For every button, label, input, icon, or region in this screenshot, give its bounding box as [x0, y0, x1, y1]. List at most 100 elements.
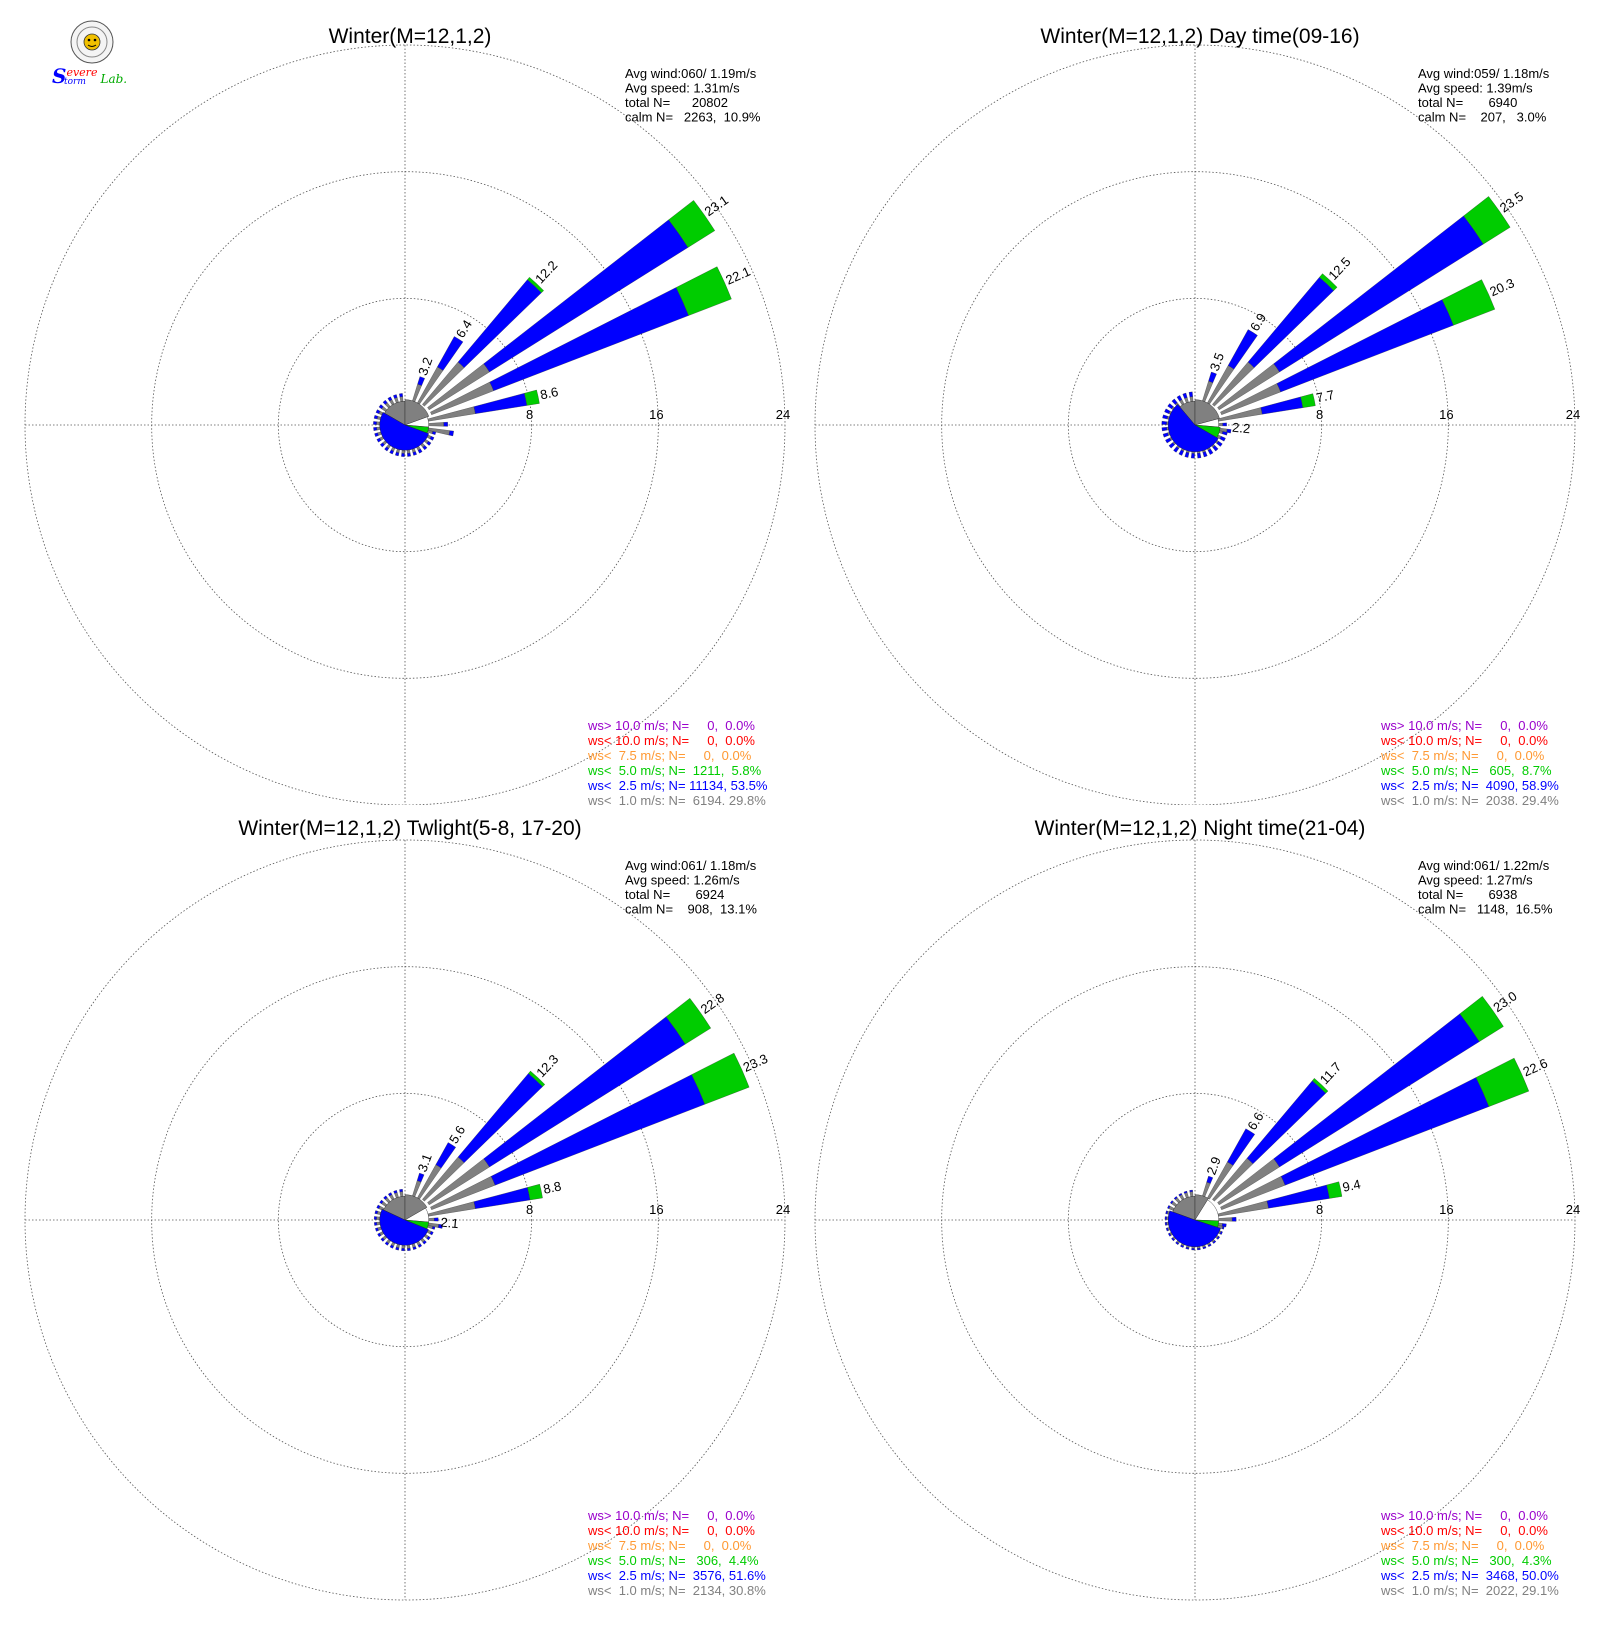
chart-title: Winter(M=12,1,2)	[329, 25, 492, 48]
petal-value-label: 3.5	[1207, 351, 1227, 373]
petal-segment-lt25	[1227, 1128, 1255, 1166]
stats-line: Avg speed: 1.39m/s	[1418, 81, 1533, 96]
petal-segment-lt25	[395, 1246, 400, 1251]
petal-segment-lt25	[389, 449, 394, 455]
petal-segment-lt25	[1189, 1189, 1193, 1193]
legend-entry: ws< 1.0 m/s; N= 2022, 29.1%	[1380, 1583, 1559, 1598]
petal-segment-lt25	[399, 1189, 403, 1193]
petal-segment-lt25	[1178, 449, 1184, 456]
petal-value-label: 22.6	[1521, 1055, 1550, 1079]
petal-segment-lt5	[1312, 1078, 1329, 1094]
petal-segment-lt5	[1475, 1057, 1530, 1107]
petal-segment-lt25	[395, 451, 400, 457]
legend-entry: ws> 10.0 m/s; N= 0, 0.0%	[1380, 1508, 1548, 1523]
petal-segment-lt25	[1165, 437, 1172, 444]
petal-value-label: 20.3	[1487, 275, 1516, 299]
petal-segment-lt25	[1227, 329, 1258, 370]
petal-segment-lt25	[426, 1235, 431, 1241]
petal-segment-lt1	[428, 422, 444, 427]
petal-value-label: 11.7	[1317, 1059, 1345, 1087]
petal-segment-lt25	[443, 421, 448, 427]
petal-segment-lt25	[1185, 1246, 1190, 1250]
legend-entry: ws> 10.0 m/s; N= 0, 0.0%	[587, 1508, 755, 1523]
petal-segment-lt25	[1191, 1248, 1195, 1251]
legend-entry: ws< 10.0 m/s; N= 0, 0.0%	[1380, 733, 1548, 748]
petal-segment-lt1	[427, 406, 476, 422]
petal-value-label: 6.9	[1247, 310, 1269, 333]
petal-segment-lt1	[1217, 407, 1263, 422]
petal-segment-lt1	[1189, 1191, 1194, 1197]
petal-segment-lt25	[412, 1246, 417, 1250]
petal-value-label: 12.3	[533, 1051, 561, 1080]
ring-label: 16	[1439, 1202, 1453, 1217]
petal-segment-lt25	[1167, 1205, 1171, 1209]
petal-segment-lt25	[1197, 452, 1202, 459]
petal-segment-lt25	[374, 1222, 378, 1226]
range-ring	[1067, 1092, 1323, 1348]
stats-line: Avg wind:059/ 1.18m/s	[1418, 66, 1550, 81]
petal-segment-lt5	[1463, 196, 1511, 245]
ring-label: 24	[776, 1202, 790, 1217]
petal-segment-lt25	[373, 415, 379, 420]
petal-segment-lt25	[1216, 440, 1223, 447]
petal-segment-lt25	[374, 1210, 379, 1215]
petal-segment-lt25	[376, 437, 382, 443]
petal-value-label: 23.3	[741, 1051, 770, 1075]
stats-line: Avg speed: 1.27m/s	[1418, 873, 1533, 888]
petal-segment-lt25	[393, 394, 398, 399]
petal-segment-lt25	[1219, 1231, 1223, 1235]
petal-segment-lt25	[1164, 1216, 1167, 1220]
ring-label: 8	[526, 407, 533, 422]
petal-segment-lt25	[383, 1195, 388, 1200]
legend-entry: ws< 10.0 m/s; N= 0, 0.0%	[587, 1523, 755, 1538]
petal-segment-lt25	[378, 404, 384, 410]
logo-severe: evere	[66, 66, 98, 79]
wind-rose-svg: 8 16 24 3.2 6.4 12.2 23.1 22.1 8.6 Winter(M=12,1,…	[24, 25, 790, 808]
legend-entry: ws< 10.0 m/s; N= 0, 0.0%	[1380, 1523, 1548, 1538]
chart-title: Winter(M=12,1,2) Night time(21-04)	[1035, 817, 1366, 840]
petal-segment-lt25	[374, 432, 379, 437]
chart-title: Winter(M=12,1,2) Twlight(5-8, 17-20)	[238, 817, 581, 840]
stats-line: Avg wind:060/ 1.19m/s	[625, 66, 757, 81]
stats-line: Avg wind:061/ 1.22m/s	[1418, 858, 1550, 873]
petal-segment-lt25	[399, 393, 403, 398]
petal-value-label: 23.0	[1490, 988, 1519, 1015]
petal-value-label: 23.1	[702, 192, 731, 219]
range-ring	[277, 297, 533, 553]
petal-segment-lt25	[1208, 371, 1217, 383]
legend-entry: ws< 2.5 m/s; N= 4090, 58.9%	[1380, 778, 1559, 793]
petal-value-label: 8.6	[539, 384, 560, 402]
severe-storm-lab-logo: Severe torm Lab.	[50, 20, 150, 90]
petal-segment-lt25	[1165, 1210, 1169, 1215]
petal-value-label: 3.1	[415, 1152, 435, 1174]
petal-segment-lt25	[1202, 451, 1208, 458]
petal-segment-lt5	[668, 200, 716, 248]
calm-pie-slice	[404, 399, 430, 426]
petal-segment-lt25	[437, 1224, 443, 1229]
petal-segment-lt25	[1202, 1246, 1207, 1250]
petal-segment-lt25	[1161, 427, 1168, 432]
petal-segment-lt25	[382, 399, 388, 405]
petal-value-label: 23.5	[1497, 189, 1526, 216]
petal-segment-lt25	[1173, 1196, 1178, 1200]
legend-entry: ws< 7.5 m/s; N= 0, 0.0%	[587, 748, 752, 763]
stats-line: Avg wind:061/ 1.18m/s	[625, 858, 757, 873]
petal-segment-lt25	[373, 421, 377, 425]
legend-entry: ws< 2.5 m/s; N= 3576, 51.6%	[587, 1568, 766, 1583]
petal-segment-lt1	[1218, 1217, 1233, 1222]
petal-segment-lt25	[1178, 1193, 1183, 1197]
petal-segment-lt25	[1184, 451, 1190, 458]
legend-entry: ws< 2.5 m/s; N= 11134, 53.5%	[587, 778, 768, 793]
petal-segment-lt25	[384, 1241, 390, 1246]
petal-value-label: 2.1	[440, 1215, 459, 1232]
petal-segment-lt25	[1216, 1235, 1220, 1240]
petal-value-label: 12.2	[532, 258, 560, 287]
petal-segment-lt25	[1168, 1232, 1172, 1237]
petal-segment-lt25	[1190, 453, 1195, 459]
ring-label: 8	[526, 1202, 533, 1217]
petal-segment-lt25	[407, 452, 411, 457]
petal-segment-lt25	[426, 440, 432, 446]
calm-pie-slice	[379, 1209, 429, 1246]
petal-segment-lt25	[1207, 1243, 1212, 1247]
petal-segment-lt25	[473, 393, 528, 414]
